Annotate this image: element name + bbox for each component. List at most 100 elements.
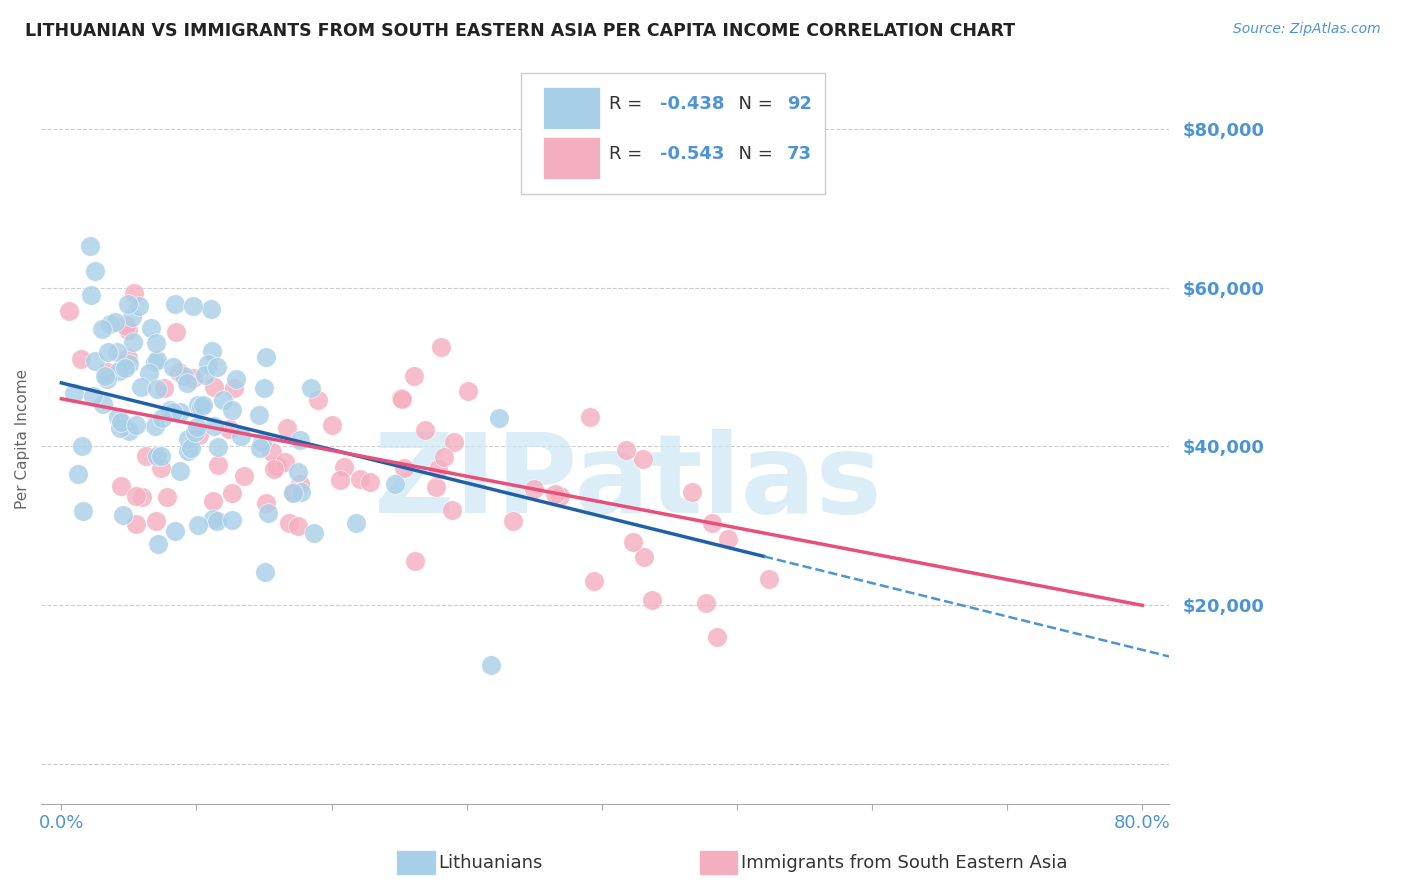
Point	[488, 410, 510, 425]
FancyBboxPatch shape	[543, 87, 599, 129]
Point	[276, 421, 298, 435]
Point	[124, 489, 146, 503]
Point	[176, 376, 198, 391]
Point	[281, 486, 304, 500]
Text: Lithuanians: Lithuanians	[439, 854, 543, 871]
Point	[633, 550, 655, 565]
Point	[287, 519, 309, 533]
Point	[544, 487, 567, 501]
Point	[263, 462, 285, 476]
Point	[201, 343, 224, 358]
Point	[93, 396, 115, 410]
Point	[145, 514, 167, 528]
Point	[202, 419, 225, 434]
Point	[128, 299, 150, 313]
Point	[156, 490, 179, 504]
Point	[249, 442, 271, 456]
Point	[110, 479, 132, 493]
Point	[202, 380, 225, 394]
Point	[266, 459, 288, 474]
Point	[70, 439, 93, 453]
Point	[349, 472, 371, 486]
Point	[180, 442, 202, 456]
Y-axis label: Per Capita Income: Per Capita Income	[15, 368, 30, 508]
Point	[159, 403, 181, 417]
Point	[333, 459, 356, 474]
Point	[231, 429, 253, 443]
Point	[402, 368, 425, 383]
Point	[222, 381, 245, 395]
Text: N =: N =	[727, 95, 779, 113]
Point	[125, 417, 148, 432]
Point	[430, 339, 453, 353]
Point	[80, 288, 103, 302]
Point	[211, 393, 233, 408]
Point	[290, 485, 312, 500]
Point	[96, 366, 118, 380]
Point	[122, 334, 145, 349]
Point	[200, 301, 222, 316]
Point	[146, 383, 169, 397]
Point	[118, 425, 141, 439]
Point	[96, 372, 118, 386]
Point	[384, 477, 406, 491]
Point	[443, 434, 465, 449]
Point	[197, 357, 219, 371]
Point	[173, 369, 195, 384]
Text: 92: 92	[787, 95, 811, 113]
Point	[194, 368, 217, 383]
Point	[181, 370, 204, 384]
Point	[138, 366, 160, 380]
Point	[115, 319, 138, 334]
Point	[254, 350, 277, 364]
Point	[162, 405, 184, 419]
Text: R =: R =	[609, 145, 648, 163]
Point	[207, 440, 229, 454]
Point	[152, 411, 174, 425]
Point	[457, 384, 479, 398]
Point	[72, 504, 94, 518]
Point	[614, 442, 637, 457]
Point	[108, 364, 131, 378]
Point	[205, 514, 228, 528]
Point	[201, 512, 224, 526]
Point	[143, 418, 166, 433]
Point	[146, 353, 169, 368]
Point	[207, 458, 229, 472]
Point	[125, 516, 148, 531]
FancyBboxPatch shape	[543, 136, 599, 179]
Point	[62, 386, 84, 401]
Point	[257, 507, 280, 521]
Point	[169, 463, 191, 477]
Point	[221, 485, 243, 500]
Point	[695, 596, 717, 610]
Point	[681, 485, 703, 500]
Point	[299, 381, 322, 395]
Point	[187, 399, 209, 413]
Point	[579, 410, 602, 425]
Text: -0.543: -0.543	[661, 145, 725, 163]
Point	[205, 359, 228, 374]
Point	[432, 450, 454, 464]
Point	[404, 554, 426, 568]
Point	[321, 417, 343, 432]
Text: R =: R =	[609, 95, 648, 113]
Point	[479, 658, 502, 673]
Point	[221, 402, 243, 417]
Point	[307, 393, 329, 408]
Point	[152, 381, 174, 395]
Point	[201, 493, 224, 508]
Text: Source: ZipAtlas.com: Source: ZipAtlas.com	[1233, 22, 1381, 37]
Point	[391, 392, 413, 407]
Point	[427, 462, 450, 476]
Point	[82, 389, 104, 403]
Point	[177, 443, 200, 458]
Point	[139, 321, 162, 335]
Point	[304, 526, 326, 541]
Point	[425, 480, 447, 494]
Point	[550, 489, 572, 503]
Point	[250, 435, 273, 450]
Point	[124, 285, 146, 300]
Point	[105, 345, 128, 359]
FancyBboxPatch shape	[520, 73, 825, 194]
